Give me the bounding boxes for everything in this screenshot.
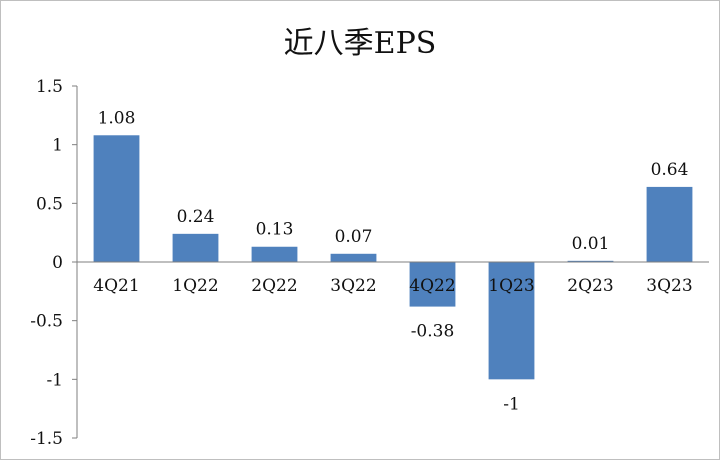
data-label: -0.38 — [411, 322, 455, 342]
bar-4Q21 — [93, 135, 140, 262]
y-tick-label: 0 — [52, 253, 63, 273]
data-labels-group: 1.08 0.24 0.13 0.07 -0.38 -1 0.01 0.64 — [98, 108, 689, 414]
data-label: 0.64 — [651, 160, 689, 180]
y-tick-label: -0.5 — [30, 312, 63, 332]
category-label: 4Q22 — [409, 276, 455, 296]
category-label: 3Q23 — [646, 276, 692, 296]
y-tick-label: -1.5 — [30, 429, 63, 449]
data-label: -1 — [503, 394, 520, 414]
y-tick-label: 1 — [52, 136, 63, 156]
bar-3Q22 — [330, 253, 377, 262]
data-label: 0.07 — [335, 227, 373, 247]
category-label: 2Q23 — [567, 276, 613, 296]
bar-2Q23 — [567, 260, 614, 262]
y-tick-label: 0.5 — [36, 194, 63, 214]
category-label: 4Q21 — [93, 276, 139, 296]
y-tick-label: -1 — [46, 370, 63, 390]
category-label: 1Q23 — [488, 276, 534, 296]
bar-1Q22 — [172, 233, 219, 262]
category-label: 2Q22 — [251, 276, 297, 296]
bars-group — [93, 135, 693, 380]
y-axis-ticks: 1.5 1 0.5 0 -0.5 -1 -1.5 — [30, 77, 77, 449]
bar-1Q23 — [488, 262, 535, 380]
chart-title: 近八季EPS — [284, 26, 437, 61]
category-labels-group: 4Q21 1Q22 2Q22 3Q22 4Q22 1Q23 2Q23 3Q23 — [93, 276, 692, 296]
y-tick-label: 1.5 — [36, 77, 63, 97]
data-label: 0.13 — [256, 220, 294, 240]
category-label: 1Q22 — [172, 276, 218, 296]
data-label: 1.08 — [98, 108, 136, 128]
data-label: 0.24 — [177, 207, 215, 227]
bar-4Q22 — [409, 262, 456, 307]
category-label: 3Q22 — [330, 276, 376, 296]
bar-2Q22 — [251, 246, 298, 262]
bar-3Q23 — [646, 186, 693, 262]
data-label: 0.01 — [572, 234, 610, 254]
